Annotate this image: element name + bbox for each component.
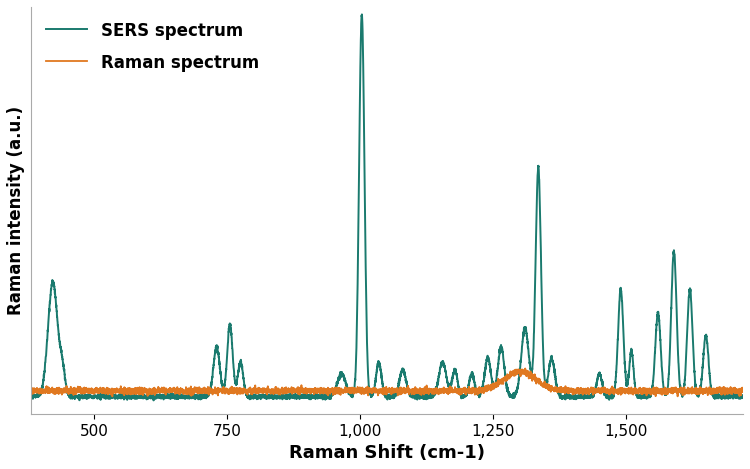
Y-axis label: Raman intensity (a.u.): Raman intensity (a.u.)	[7, 106, 25, 315]
SERS spectrum	[733, 394, 742, 400]
SERS spectrum	[346, 390, 355, 396]
SERS spectrum	[26, 392, 35, 398]
Raman spectrum	[199, 387, 208, 393]
Raman spectrum	[191, 387, 200, 393]
SERS spectrum	[191, 394, 200, 400]
Raman spectrum	[520, 366, 530, 371]
Raman spectrum	[739, 388, 748, 394]
X-axis label: Raman Shift (cm-1): Raman Shift (cm-1)	[289, 444, 484, 462]
SERS spectrum	[295, 394, 304, 400]
Line: Raman spectrum: Raman spectrum	[31, 369, 743, 396]
Raman spectrum	[196, 386, 205, 392]
SERS spectrum	[358, 12, 367, 17]
SERS spectrum	[196, 393, 205, 398]
SERS spectrum	[199, 394, 208, 400]
SERS spectrum	[149, 398, 158, 403]
Raman spectrum	[295, 387, 304, 393]
SERS spectrum	[739, 393, 748, 399]
Legend: SERS spectrum, Raman spectrum: SERS spectrum, Raman spectrum	[39, 15, 266, 78]
Raman spectrum	[346, 388, 355, 394]
Raman spectrum	[108, 393, 117, 399]
Raman spectrum	[26, 387, 35, 393]
Line: SERS spectrum: SERS spectrum	[31, 15, 743, 401]
Raman spectrum	[733, 387, 742, 393]
